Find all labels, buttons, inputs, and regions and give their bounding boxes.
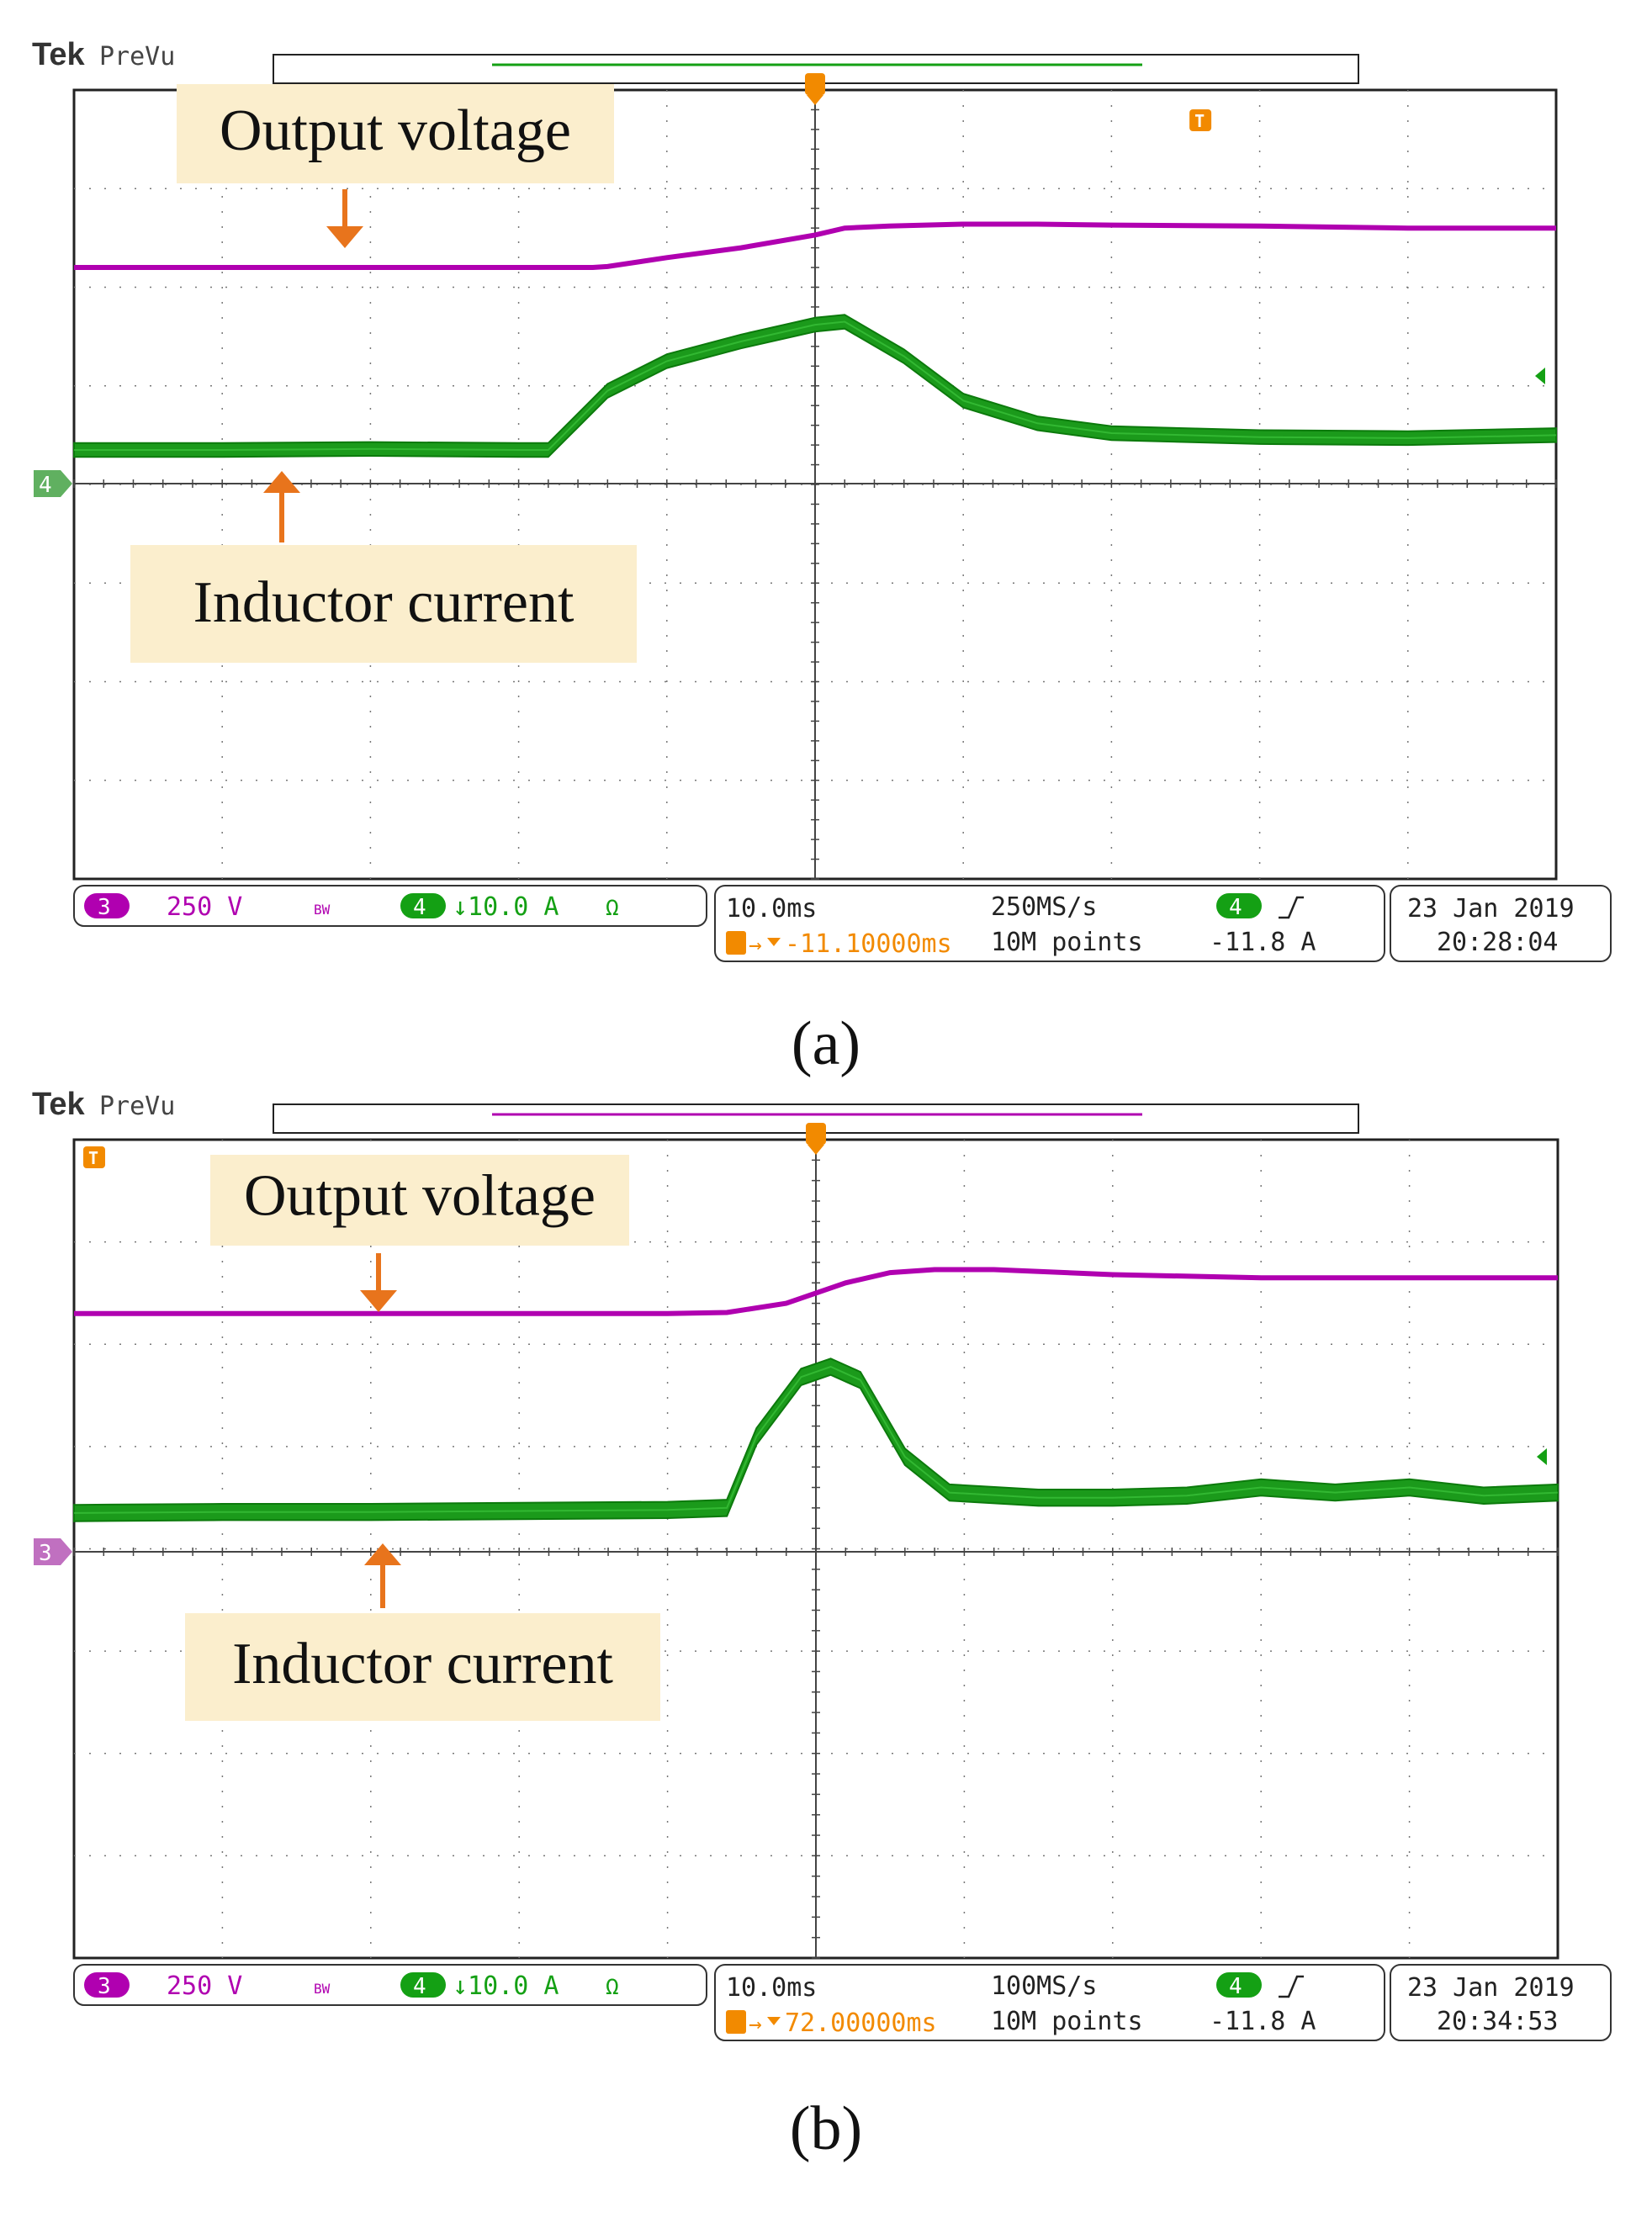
trigger-marker-box xyxy=(806,1123,826,1145)
trigger-source-label: 4 xyxy=(1229,895,1242,920)
arrow-down-icon xyxy=(360,1290,397,1312)
annotation-box-output-voltage xyxy=(210,1155,629,1246)
inductor-current-trace xyxy=(73,1365,1559,1514)
timebase-value: 10.0ms xyxy=(726,1973,817,2003)
ground-marker-shape xyxy=(34,470,72,497)
trigger-marker-box xyxy=(805,73,825,95)
sample-rate: 250MS/s xyxy=(991,892,1097,922)
mode-label: PreVu xyxy=(99,1092,175,1121)
ch4-scale: ↓10.0 A xyxy=(453,1971,559,2001)
panel-label: (b) xyxy=(790,2094,862,2163)
arrow-down-icon xyxy=(326,226,363,248)
trigger-point-box xyxy=(83,1146,105,1168)
capture-date: 23 Jan 2019 xyxy=(1407,1973,1575,2003)
datetime-box xyxy=(1390,885,1612,962)
capture-time: 20:28:04 xyxy=(1437,928,1559,957)
trigger-level-value: -11.8 A xyxy=(1210,2007,1316,2036)
bw-limit-icon: BW xyxy=(314,1981,331,1997)
capture-date: 23 Jan 2019 xyxy=(1407,894,1575,923)
trigger-source-badge xyxy=(1216,893,1262,918)
output-voltage-trace xyxy=(74,221,1556,270)
ground-marker-icon: 4 xyxy=(34,470,72,498)
panel-label: (a) xyxy=(792,1009,860,1078)
scope-panel-b: Tek PreVu T 3 Output voltage Inductor current… xyxy=(32,1087,1612,2163)
trigger-point-box xyxy=(1189,109,1212,131)
ch4-badge xyxy=(400,893,446,918)
inductor-current-trace xyxy=(74,320,1557,451)
ground-marker-icon: 3 xyxy=(34,1538,72,1566)
trigger-point-icon: T xyxy=(83,1146,105,1168)
trigger-marker-point xyxy=(807,95,823,105)
ch3-scale: 250 V xyxy=(167,1971,242,2001)
ch3-badge xyxy=(84,893,130,918)
sample-rate: 100MS/s xyxy=(991,1971,1097,2001)
trigger-delay-arrow: → xyxy=(749,933,762,958)
annotation-inductor-current: Inductor current xyxy=(232,1632,613,1696)
channel-readout-box xyxy=(73,1964,707,2006)
capture-time: 20:34:53 xyxy=(1437,2007,1559,2036)
trigger-delay-icon xyxy=(726,2010,746,2034)
brand-logo: Tek xyxy=(32,1087,86,1122)
ch3-badge xyxy=(84,1972,130,1998)
inductor-current-band xyxy=(73,1357,1559,1522)
ch3-badge-label: 3 xyxy=(98,895,111,920)
trigger-position-value: 72.00000ms xyxy=(785,2008,937,2038)
annotation-output-voltage: Output voltage xyxy=(244,1163,596,1228)
annotation-box-output-voltage xyxy=(177,84,614,183)
ground-marker-label: 4 xyxy=(39,473,52,498)
annotation-output-voltage: Output voltage xyxy=(220,98,571,163)
trigger-level-icon xyxy=(1535,368,1545,385)
trigger-delay-marker xyxy=(767,938,781,946)
channel-readout-box xyxy=(73,885,707,927)
brand-logo: Tek xyxy=(32,37,86,72)
datetime-box xyxy=(1390,1964,1612,2041)
ch4-badge-label: 4 xyxy=(413,895,426,920)
timebase-value: 10.0ms xyxy=(726,894,817,923)
ch3-badge-label: 3 xyxy=(98,1974,111,1999)
annotation-inductor-current: Inductor current xyxy=(193,570,574,635)
trigger-point-glyph: T xyxy=(88,1148,98,1168)
trigger-marker-point xyxy=(807,1145,824,1155)
trigger-point-glyph: T xyxy=(1194,111,1205,131)
arrow-up-icon xyxy=(364,1543,401,1565)
ch4-badge-label: 4 xyxy=(413,1974,426,1999)
trigger-level-icon xyxy=(1537,1448,1547,1466)
ohm-icon: Ω xyxy=(606,1975,619,2000)
scope-panel-a: Tek PreVu T 4 Output voltage Inductor current… xyxy=(32,37,1612,1078)
trigger-position-icon xyxy=(806,1123,826,1155)
arrow-up-icon xyxy=(263,471,300,493)
trigger-delay-icon xyxy=(726,931,746,955)
record-length: 10M points xyxy=(991,2007,1143,2036)
rising-edge-icon xyxy=(1279,896,1304,919)
trigger-level-value: -11.8 A xyxy=(1210,928,1316,957)
trigger-source-label: 4 xyxy=(1229,1974,1242,1999)
trigger-point-icon: T xyxy=(1189,109,1212,131)
annotation-box-inductor-current xyxy=(130,545,637,663)
status-bar: 3 250 V BW 4 ↓10.0 A Ω 10.0ms 100MS/s 10M points… xyxy=(73,1964,1612,2041)
rising-edge-icon xyxy=(1279,1975,1304,1998)
annotation-box-inductor-current xyxy=(185,1613,660,1721)
ch4-scale: ↓10.0 A xyxy=(453,892,559,922)
trigger-delay-marker xyxy=(767,2017,781,2025)
output-voltage-trace xyxy=(74,1267,1558,1316)
trigger-source-badge xyxy=(1216,1972,1262,1998)
trigger-position-value: -11.10000ms xyxy=(785,929,952,959)
ground-marker-shape xyxy=(34,1538,72,1565)
mode-label: PreVu xyxy=(99,42,175,71)
bw-limit-icon: BW xyxy=(314,902,331,918)
inductor-current-band xyxy=(73,314,1557,458)
ch3-scale: 250 V xyxy=(167,892,242,922)
ch4-badge xyxy=(400,1972,446,1998)
trigger-delay-arrow: → xyxy=(749,2012,762,2037)
record-length: 10M points xyxy=(991,928,1143,957)
ground-marker-label: 3 xyxy=(39,1541,52,1566)
ohm-icon: Ω xyxy=(606,896,619,921)
status-bar: 3 250 V BW 4 ↓10.0 A Ω 10.0ms 250MS/s 10M points… xyxy=(73,885,1612,962)
trigger-position-icon xyxy=(805,73,825,105)
